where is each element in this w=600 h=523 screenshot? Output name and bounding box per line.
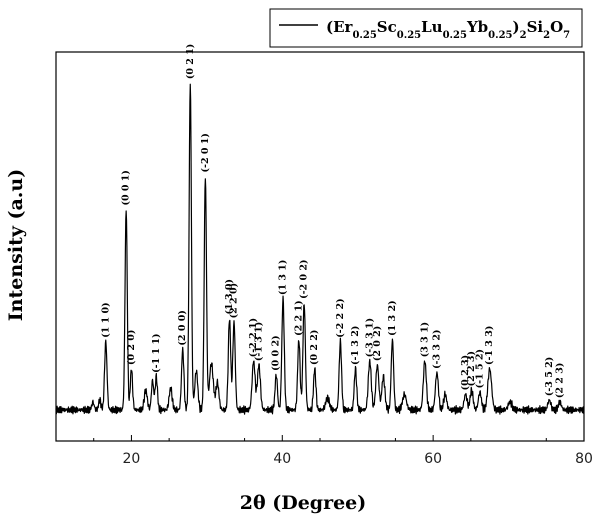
peak-label: (-2 0 2) [299,260,310,299]
legend-box [269,8,583,48]
xrd-pattern-line [55,83,585,415]
x-tick-label: 20 [123,451,141,467]
peak-label: (1 3 2) [387,300,398,335]
x-tick-label: 40 [273,451,291,467]
legend-text-part: Sc [377,18,397,36]
legend-subscript: 2 [520,30,527,41]
peak-label: (-1 3 1) [253,322,264,361]
legend-text-part: Lu [421,18,443,36]
legend-subscript: 2 [543,30,550,41]
peak-label: (0 2 1) [185,44,196,79]
legend-text-part: O [550,18,563,36]
peak-label: (1 3 1) [278,260,289,295]
legend-subscript: 0.25 [397,30,421,41]
peak-label: (-1 3 2) [350,326,361,365]
peak-label: (-1 3 3) [484,326,495,365]
legend-text-part: Yb [466,18,488,36]
legend-series-label: (Er0.25Sc0.25Lu0.25Yb0.25)2Si2O7 [326,18,570,41]
peak-label: (-3 5 2) [544,357,555,396]
peak-label: (0 0 1) [121,170,132,205]
legend-text-part: Si [527,18,544,36]
peak-label: (0 2 2) [309,330,320,365]
legend-text-part: ) [513,18,520,36]
y-axis-title: Intensity (a.u) [5,169,27,321]
legend-text-part: (Er [326,18,354,36]
peak-label: (-3 3 2) [431,330,442,369]
x-axis-title: 2θ (Degree) [240,492,367,514]
legend: (Er0.25Sc0.25Lu0.25Yb0.25)2Si2O7 [269,8,583,48]
peak-label: (2 2 1) [293,300,304,335]
legend-subscript: 0.25 [443,30,467,41]
peak-label: (-2 2 1) [248,318,259,357]
peak-label: (0 0 2) [271,335,282,370]
peak-label: (-1 1 1) [151,333,162,372]
peak-label: (2 0 0) [177,310,188,345]
peak-label: (0 2 3) [460,355,471,390]
peak-label: (2 2 3) [554,363,565,398]
axes-frame [55,51,585,442]
peak-label: (-2 2 2) [335,298,346,337]
peak-label: (-2 0 1) [200,133,211,172]
peak-label: (1 1 0) [100,302,111,337]
peak-label: (3 3 1) [419,322,430,357]
peak-label: (0 2 0) [126,330,137,365]
peak-label: (2 0 2) [372,326,383,361]
x-tick-label: 60 [424,451,442,467]
peak-label: (1 3 0) [224,279,235,314]
x-tick-label: 80 [575,451,593,467]
plot-area: 20 40 60 80 (1 1 0) (0 0 1) (0 2 0) (-1 1 1) (2 … [55,44,593,467]
legend-subscript: 0.25 [488,30,512,41]
peak-label: (-3 3 1) [364,318,375,357]
peak-label: (2 2 3) [466,351,477,386]
legend-subscript: 7 [563,30,570,41]
peak-label: (-1 5 2) [474,349,485,388]
peak-label: (2 2 0) [229,283,240,318]
legend-subscript: 0.25 [352,30,376,41]
